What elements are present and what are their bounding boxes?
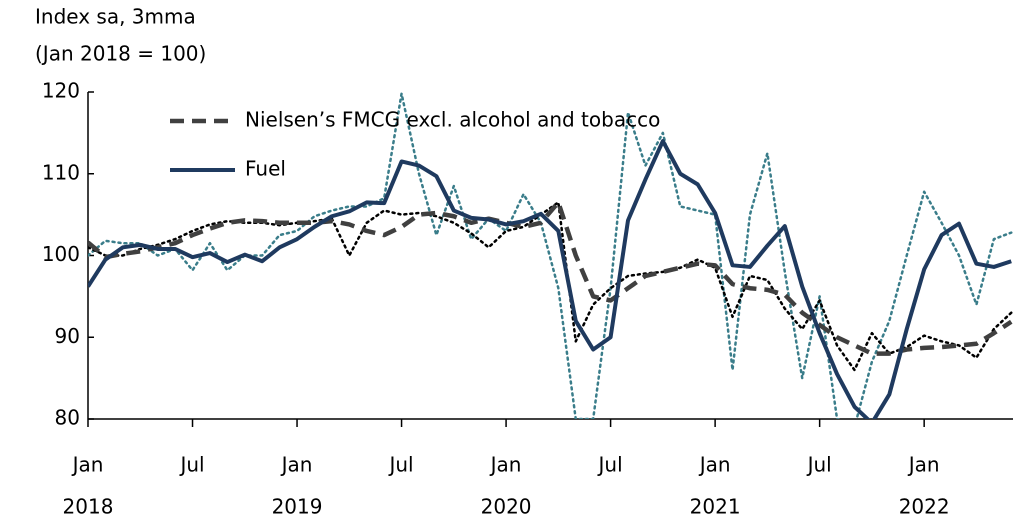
x-tick-label: Jan [71, 453, 104, 477]
x-tick-label: Jul [178, 453, 204, 477]
x-year-label: 2018 [63, 495, 114, 519]
x-tick-label: Jan [698, 453, 731, 477]
x-tick-label: Jul [806, 453, 832, 477]
y-tick-label: 90 [55, 324, 80, 348]
line-series [88, 92, 1013, 419]
line-series [88, 201, 1013, 372]
y-axis-label: (Jan 2018 = 100) [35, 42, 206, 66]
y-tick-label: 80 [55, 406, 80, 430]
x-year-label: 2020 [481, 495, 532, 519]
x-year-label: 2021 [690, 495, 741, 519]
x-year-label: 2022 [899, 495, 950, 519]
legend-label: Fuel [245, 157, 286, 181]
legend-label: Nielsen’s FMCG excl. alcohol and tobacco [245, 108, 660, 132]
x-tick-label: Jan [907, 453, 940, 477]
x-tick-label: Jul [387, 453, 413, 477]
line-series [88, 200, 1013, 356]
x-tick-label: Jan [489, 453, 522, 477]
line-series [88, 139, 1012, 419]
y-axis-label: Index sa, 3mma [35, 5, 196, 29]
y-tick-label: 120 [42, 79, 80, 103]
y-tick-label: 100 [42, 242, 80, 266]
x-tick-label: Jan [280, 453, 313, 477]
x-tick-label: Jul [597, 453, 623, 477]
y-tick-label: 110 [42, 160, 80, 184]
x-year-label: 2019 [272, 495, 323, 519]
plot-area [88, 92, 1013, 419]
